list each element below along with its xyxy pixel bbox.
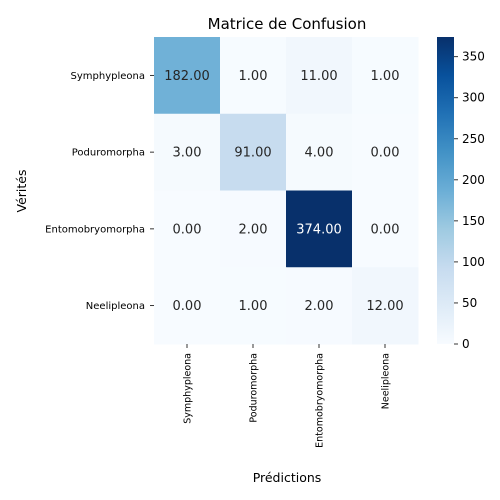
- colorbar-tick-label: 50: [462, 296, 477, 310]
- cell-value-label: 12.00: [366, 299, 403, 314]
- x-axis-label: Prédictions: [253, 470, 322, 485]
- heatmap-cell: [154, 190, 221, 268]
- x-tick-label: Symphypleona: [183, 353, 194, 424]
- cell-value-label: 2.00: [305, 299, 334, 314]
- cell-value-label: 0.00: [173, 222, 202, 237]
- cell-value-label: 11.00: [300, 69, 337, 84]
- x-tick-label: Poduromorpha: [249, 353, 260, 423]
- heatmap-cell: [352, 190, 419, 268]
- cell-value-label: 0.00: [371, 222, 400, 237]
- heatmap-cell: [154, 37, 221, 115]
- heatmap-cell: [286, 113, 353, 191]
- heatmap-cell: [220, 37, 287, 115]
- cell-value-label: 0.00: [173, 299, 202, 314]
- heatmap-cell: [286, 190, 353, 268]
- y-tick-label: Neelipleona: [86, 301, 145, 312]
- heatmap-cell: [352, 113, 419, 191]
- heatmap-cell: [154, 267, 221, 345]
- cell-value-label: 1.00: [239, 69, 268, 84]
- cell-value-label: 91.00: [234, 146, 271, 161]
- heatmap-cell: [220, 190, 287, 268]
- heatmap-cell: [220, 113, 287, 191]
- x-tick-labels: Symphypleona Poduromorpha Entomobryomorpha…: [183, 344, 392, 448]
- cell-value-label: 1.00: [371, 69, 400, 84]
- colorbar-tick-label: 350: [462, 50, 485, 64]
- colorbar-ticks: 0 50 100 150 200 250 300 350: [454, 50, 485, 351]
- heatmap-cell: [286, 267, 353, 345]
- cell-value-label: 1.00: [239, 299, 268, 314]
- cell-value-label: 0.00: [371, 146, 400, 161]
- x-tick-label: Entomobryomorpha: [315, 353, 326, 448]
- heatmap-cell: [154, 113, 221, 191]
- y-tick-label: Poduromorpha: [72, 148, 145, 159]
- heatmap-cell: [352, 37, 419, 115]
- chart-title: Matrice de Confusion: [208, 15, 367, 33]
- heatmap-cells: 182.00 1.00 11.00 1.00 3.00 91.00 4.00 0.00 0.00…: [154, 37, 419, 345]
- colorbar-tick-label: 100: [462, 255, 485, 269]
- colorbar-tick-label: 150: [462, 214, 485, 228]
- colorbar-tick-label: 0: [462, 337, 470, 351]
- colorbar-tick-label: 200: [462, 173, 485, 187]
- y-tick-label: Entomobryomorpha: [45, 224, 145, 235]
- y-tick-label: Symphypleona: [71, 71, 145, 82]
- heatmap-cell: [286, 37, 353, 115]
- heatmap-cell: [352, 267, 419, 345]
- y-tick-labels: Symphypleona Poduromorpha Entomobryomorpha…: [45, 71, 154, 312]
- y-axis-label: Vérités: [14, 170, 29, 213]
- cell-value-label: 374.00: [296, 222, 342, 237]
- cell-value-label: 182.00: [164, 69, 210, 84]
- x-tick-label: Neelipleona: [381, 353, 392, 409]
- colorbar-tick-label: 300: [462, 91, 485, 105]
- cell-value-label: 2.00: [239, 222, 268, 237]
- cell-value-label: 4.00: [305, 146, 334, 161]
- colorbar: [437, 37, 454, 344]
- heatmap-cell: [220, 267, 287, 345]
- cell-value-label: 3.00: [173, 146, 202, 161]
- colorbar-tick-label: 250: [462, 132, 485, 146]
